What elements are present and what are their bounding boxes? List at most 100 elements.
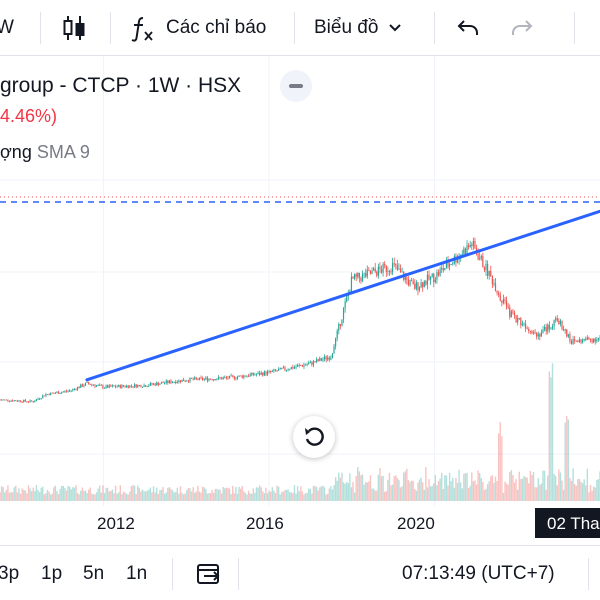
- collapse-legend-button[interactable]: [280, 70, 312, 102]
- volume-bar: [57, 493, 60, 501]
- interval-button[interactable]: W: [0, 0, 14, 56]
- volume-bar: [220, 493, 223, 501]
- candle-body: [387, 270, 389, 272]
- volume-bar: [374, 490, 376, 501]
- candle-body: [531, 331, 533, 334]
- reset-chart-button[interactable]: [293, 416, 335, 458]
- volume-bar: [597, 479, 600, 501]
- candle-body: [266, 371, 269, 375]
- volume-bar: [156, 487, 158, 501]
- candle-body: [37, 398, 39, 400]
- candle-body: [585, 338, 587, 340]
- candle-body: [97, 385, 99, 386]
- volume-bar: [61, 485, 63, 501]
- volume-bar: [67, 485, 69, 501]
- volume-bar: [542, 470, 544, 501]
- volume-bar: [225, 487, 228, 501]
- volume-bar: [306, 492, 308, 501]
- candle-body: [271, 370, 273, 372]
- range-1m-button[interactable]: 1p: [41, 546, 62, 600]
- candle-body: [0, 399, 1, 401]
- volume-bar: [249, 493, 251, 501]
- candle-body: [536, 332, 538, 337]
- candle-body: [317, 359, 319, 361]
- go-to-date-button[interactable]: [196, 546, 222, 600]
- volume-bar: [547, 475, 549, 501]
- volume-bar: [390, 485, 392, 501]
- candle-body: [335, 338, 337, 347]
- volume-bar: [458, 469, 460, 501]
- candle-body: [355, 274, 357, 277]
- candle-body: [581, 339, 584, 343]
- volume-bar: [436, 485, 438, 501]
- volume-bar: [509, 472, 511, 501]
- volume-bar: [59, 488, 61, 501]
- candle-body: [100, 384, 102, 386]
- indicator-legend[interactable]: ợng SMA 9: [0, 142, 90, 163]
- volume-bar: [141, 489, 144, 501]
- volume-bar: [475, 484, 478, 501]
- bottom-toolbar: 3p 1p 5n 1n 07:13:49 (UTC+7): [0, 545, 600, 600]
- candle-body: [59, 393, 61, 394]
- indicators-button[interactable]: Các chỉ báo: [130, 0, 266, 56]
- volume-bar: [0, 486, 3, 501]
- volume-bar: [195, 491, 198, 501]
- volume-bar: [585, 485, 587, 501]
- candle-body: [50, 392, 52, 396]
- candle-body: [274, 369, 277, 371]
- candle-body: [15, 400, 17, 402]
- volume-bar: [537, 478, 539, 501]
- candle-body: [255, 374, 258, 375]
- candle-body: [392, 263, 394, 273]
- symbol-title[interactable]: group - CTCP · 1W · HSX: [0, 74, 242, 97]
- volume-bar: [214, 488, 217, 501]
- candle-body: [485, 263, 487, 271]
- volume-bar: [228, 488, 231, 501]
- candle-body: [550, 328, 552, 330]
- volume-bar: [516, 489, 519, 501]
- candle-body: [566, 329, 568, 337]
- chart-type-dropdown[interactable]: Biểu đồ: [314, 0, 402, 56]
- volume-bar: [520, 478, 522, 501]
- volume-bar: [173, 492, 175, 501]
- volume-bar: [232, 485, 234, 501]
- range-5y-button[interactable]: 5n: [83, 546, 104, 600]
- range-1y-button[interactable]: 1n: [126, 546, 147, 600]
- price-chart[interactable]: [0, 56, 600, 506]
- range-3m-button[interactable]: 3p: [0, 546, 19, 600]
- volume-bar: [395, 475, 397, 501]
- redo-button[interactable]: [510, 0, 534, 56]
- volume-bar: [168, 487, 171, 501]
- volume-bar: [379, 468, 381, 501]
- candle-body: [265, 371, 267, 375]
- candle-body: [417, 282, 419, 291]
- volume-bar: [431, 485, 433, 501]
- candle-body: [263, 371, 265, 376]
- candle-body: [121, 385, 123, 388]
- candle-body: [360, 277, 362, 281]
- volume-bar: [383, 491, 386, 501]
- candle-body: [157, 382, 159, 385]
- volume-bar: [482, 481, 484, 501]
- candle-body: [572, 339, 574, 344]
- volume-bar: [135, 493, 137, 501]
- timezone-clock[interactable]: 07:13:49 (UTC+7): [402, 546, 555, 600]
- volume-bar: [573, 484, 576, 501]
- volume-bar: [545, 489, 547, 501]
- undo-button[interactable]: [456, 0, 480, 56]
- chart-style-button[interactable]: [62, 0, 86, 56]
- candle-body: [570, 341, 573, 344]
- candle-body: [309, 361, 311, 364]
- volume-bar: [303, 494, 305, 501]
- volume-bar: [564, 422, 566, 501]
- candle-body: [19, 400, 22, 402]
- candle-body: [84, 382, 87, 386]
- candle-body: [209, 378, 212, 380]
- candle-body: [380, 269, 383, 273]
- volume-bar: [534, 487, 536, 501]
- volume-bar: [198, 491, 201, 501]
- volume-bar: [263, 493, 266, 501]
- candle-body: [314, 361, 316, 363]
- volume-bar: [572, 468, 574, 501]
- crosshair-date-label: 02 Tha: [535, 508, 600, 538]
